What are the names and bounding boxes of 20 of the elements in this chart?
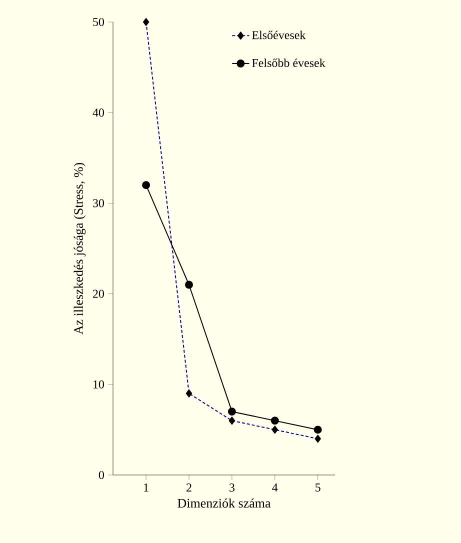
point (185, 280, 194, 289)
y-axis-title: Az illeszkedés jósága (Stress, %) (74, 162, 86, 334)
y-tick-label: 50 (93, 18, 104, 26)
point (142, 181, 150, 190)
x-tick-label: 5 (316, 484, 320, 492)
x-tick-label: 2 (186, 484, 192, 492)
point (228, 408, 236, 416)
y-tick-label: 30 (93, 199, 104, 208)
y-tick-label: 10 (94, 380, 104, 388)
y-tick-label: 40 (92, 108, 104, 117)
y-tick-label: 20 (93, 290, 104, 298)
x-axis-title: Dimenziók száma (178, 498, 271, 508)
x-tick-label: 3 (230, 484, 234, 492)
legend-label: Felsőbb évesek (252, 58, 326, 68)
point (270, 416, 279, 425)
x-tick-label: 4 (272, 484, 278, 492)
x-tick-label: 1 (144, 484, 148, 492)
legend-label: Elsőévesek (252, 30, 306, 40)
y-tick-label: 0 (98, 470, 104, 480)
point (314, 426, 322, 434)
